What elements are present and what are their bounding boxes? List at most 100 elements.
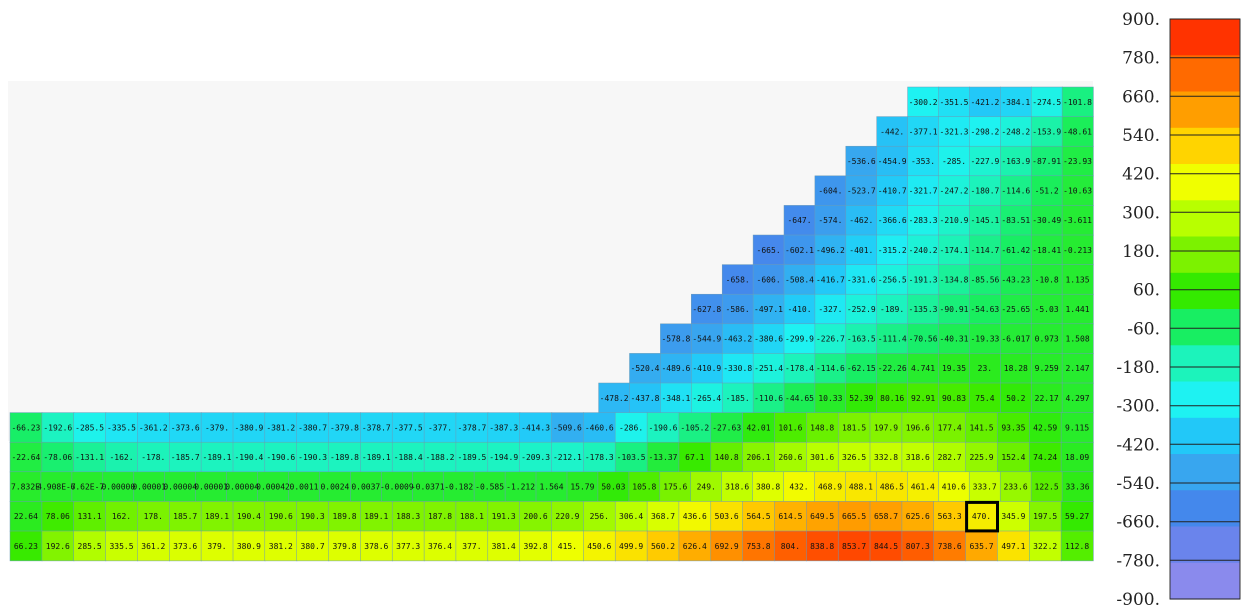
heatmap-cell: [938, 145, 971, 177]
cell-value-label: 181.5: [842, 423, 866, 432]
cell-value-label: -497.1: [754, 305, 783, 314]
heatmap-cell: [455, 441, 489, 473]
heatmap-cell: [629, 353, 662, 384]
cell-value-label: -6.017: [1001, 335, 1030, 344]
cell-value-label: 379.8: [332, 542, 356, 551]
cell-value-label: 78.06: [46, 512, 70, 521]
cell-value-label: -536.6: [847, 157, 876, 166]
heatmap-cell: [783, 353, 816, 384]
heatmap-cell: [876, 234, 909, 266]
heatmap-cell: [783, 293, 816, 325]
cell-value-label: -226.7: [816, 335, 845, 344]
heatmap-cell: [806, 501, 839, 532]
heatmap-cell: [200, 412, 234, 443]
heatmap-cell: [710, 501, 744, 532]
cell-value-label: -40.31: [940, 335, 969, 344]
cell-value-label: -145.1: [970, 216, 999, 225]
cell-value-label: 665.5: [842, 512, 866, 521]
cell-value-label: 249.: [697, 483, 716, 492]
colorbar-swatch: [1170, 417, 1240, 455]
colorbar-swatch: [1170, 381, 1240, 419]
cell-value-label: 415.: [558, 542, 577, 551]
heatmap-cell: [535, 471, 568, 502]
heatmap-cell: [814, 323, 847, 354]
cell-value-label: 2.147: [1065, 364, 1089, 373]
cell-value-label: 4.908E-7: [37, 483, 76, 492]
heatmap-cell: [869, 441, 903, 473]
cell-value-label: -210.9: [940, 216, 969, 225]
heatmap-cell: [837, 441, 871, 473]
heatmap-cell: [1060, 501, 1094, 532]
cell-value-label: 0.00004: [225, 483, 259, 492]
cell-value-label: 626.4: [683, 542, 707, 551]
heatmap-cell: [938, 234, 971, 266]
heatmap-cell: [845, 264, 878, 295]
cell-value-label: -192.6: [43, 423, 72, 432]
cell-value-label: -131.1: [75, 453, 104, 462]
colorbar-swatch: [1170, 272, 1240, 310]
cell-value-label: -44.65: [785, 394, 814, 403]
cell-value-label: 497.1: [1001, 542, 1025, 551]
heatmap-cell: [814, 264, 847, 295]
heatmap-cell: [845, 353, 878, 384]
heatmap-cell: [938, 86, 971, 118]
colorbar-tick-labels: 900. 780. 660. 540. 420. 300. 180. 60. -60. -180.…: [1116, 10, 1160, 610]
heatmap-cell: [968, 471, 1001, 502]
cell-value-label: -401.: [849, 246, 873, 255]
cell-value-label: 436.6: [683, 512, 707, 521]
heatmap-cell: [169, 501, 202, 532]
cell-value-label: 0.00001: [194, 483, 228, 492]
cell-value-label: -460.6: [585, 423, 614, 432]
cell-value-label: 410.6: [942, 483, 966, 492]
heatmap-cell: [551, 441, 585, 473]
cell-value-label: -410.: [787, 305, 811, 314]
cell-value-label: 376.4: [428, 542, 452, 551]
heatmap-cell: [455, 501, 489, 532]
cell-value-label: 42.01: [746, 423, 770, 432]
heatmap-cell: [232, 501, 266, 532]
cell-value-label: -178.4: [785, 364, 814, 373]
heatmap-cell: [328, 501, 362, 532]
cell-value-label: -421.2: [970, 98, 999, 107]
heatmap-cell: [660, 323, 692, 354]
cell-value-label: -251.4: [754, 364, 783, 373]
cell-value-label: -23.93: [1063, 157, 1092, 166]
cell-value-label: -188.2: [426, 453, 455, 462]
cell-value-label: -0.585: [475, 483, 504, 492]
heatmap-cell: [1061, 471, 1094, 502]
cell-value-label: -54.63: [970, 305, 999, 314]
cell-value-label: -43.23: [1001, 275, 1030, 284]
colorbar-tick-label: -420.: [1116, 435, 1160, 455]
cell-value-label: 196.6: [906, 423, 930, 432]
cell-value-label: -379.8: [330, 423, 359, 432]
cell-value-label: 80.16: [880, 394, 904, 403]
cell-value-label: -190.4: [234, 453, 263, 462]
cell-value-label: 804.: [781, 542, 800, 551]
cell-value-label: -209.3: [521, 453, 550, 462]
heatmap-cell: [938, 293, 971, 325]
heatmap-cell: [288, 471, 321, 502]
heatmap-cell: [137, 412, 170, 443]
cell-value-label: 7.832E: [11, 483, 40, 492]
heatmap-cell: [1061, 382, 1094, 414]
colorbar-tick-label: -300.: [1116, 397, 1160, 417]
heatmap-cell: [965, 441, 999, 473]
cell-value-label: 197.5: [1033, 512, 1057, 521]
cell-value-label: -13.37: [649, 453, 678, 462]
cell-value-label: 1.508: [1066, 335, 1090, 344]
cell-value-label: 191.3: [492, 512, 516, 521]
cell-value-label: -163.9: [1001, 157, 1030, 166]
colorbar-swatch: [1170, 345, 1240, 383]
cell-value-label: -299.9: [785, 335, 814, 344]
cell-value-label: 112.8: [1065, 542, 1089, 551]
cell-value-label: -330.8: [723, 364, 752, 373]
cell-value-label: 635.7: [969, 542, 993, 551]
heatmap-cell: [1029, 441, 1062, 473]
cell-value-label: -110.6: [754, 394, 783, 403]
heatmap-cell: [646, 501, 680, 532]
cell-value-label: -380.7: [298, 423, 327, 432]
cell-value-label: -286.: [619, 423, 643, 432]
cell-value-label: 0.0037: [351, 483, 380, 492]
cell-value-label: -377.1: [909, 127, 938, 136]
cell-value-label: 326.5: [842, 453, 866, 462]
